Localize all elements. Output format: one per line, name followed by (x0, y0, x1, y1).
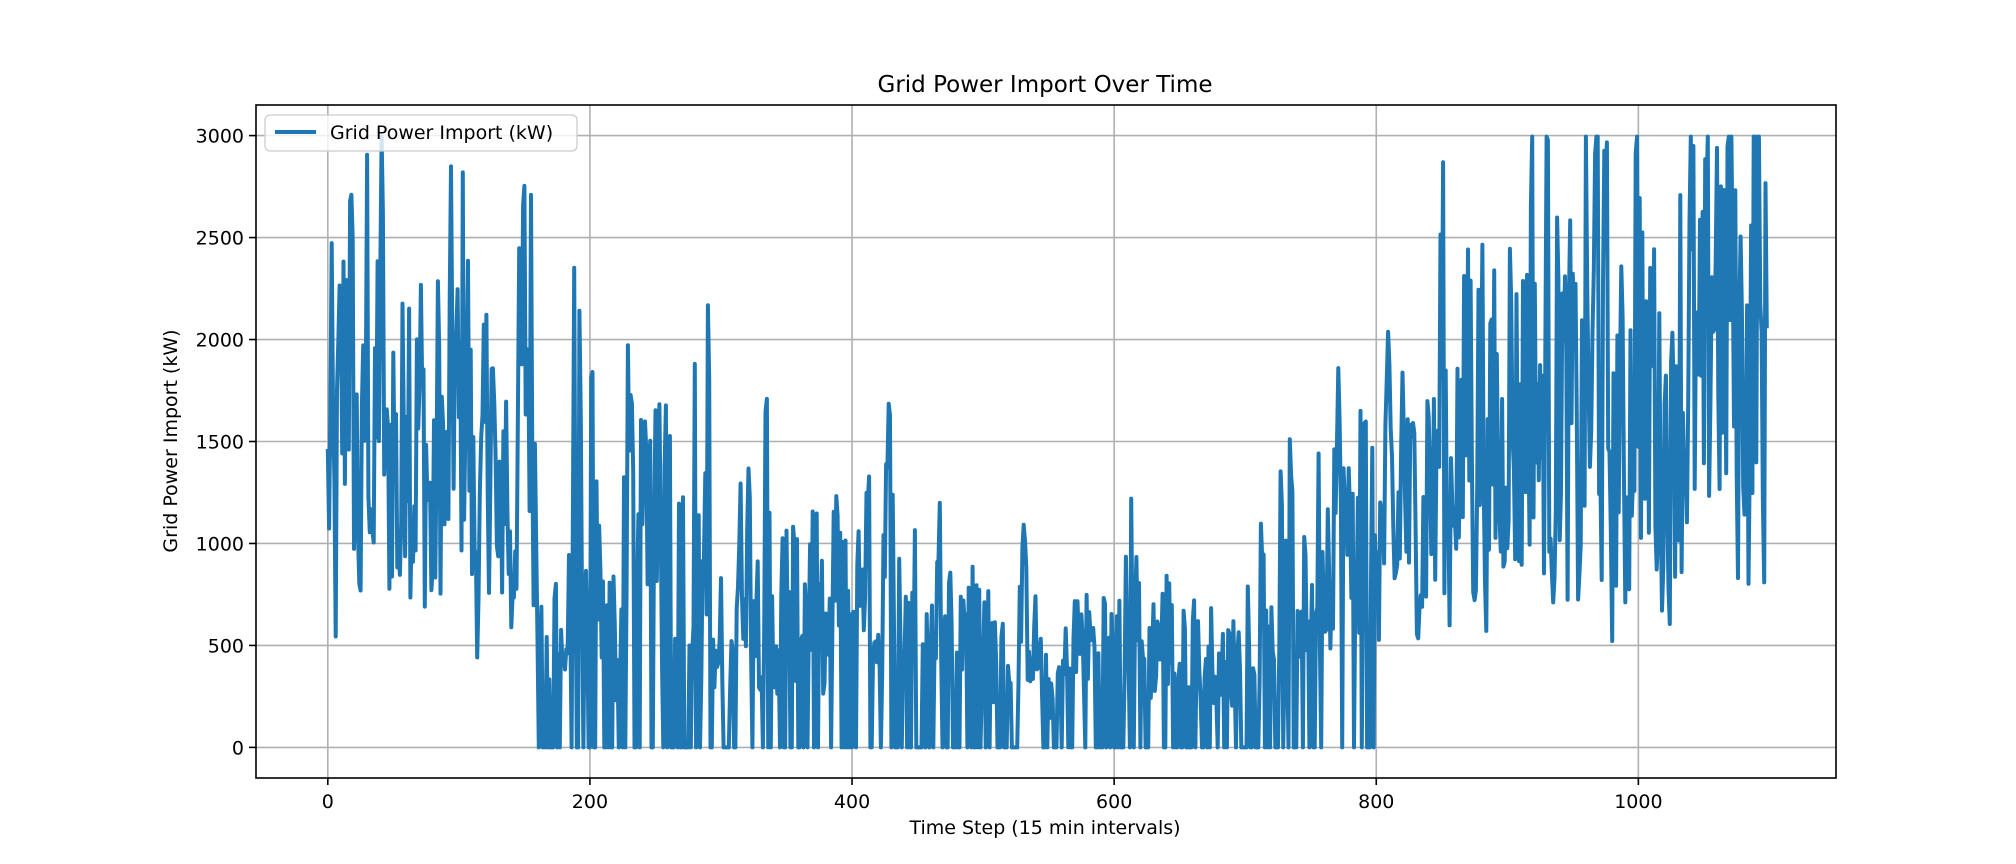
y-tick-label: 1000 (196, 533, 244, 555)
y-axis: 0 500 1000 1500 2000 2500 3000 (196, 126, 256, 759)
series-line-grid-power-import (325, 134, 1769, 750)
x-tick-label: 1000 (1614, 791, 1662, 813)
legend-label: Grid Power Import (kW) (330, 122, 553, 144)
y-tick-label: 2000 (196, 330, 244, 352)
y-tick-label: 500 (208, 635, 244, 657)
x-tick-label: 600 (1096, 791, 1132, 813)
chart-title: Grid Power Import Over Time (878, 72, 1213, 98)
legend-box (264, 114, 578, 152)
x-axis: 0 200 400 600 800 1000 (322, 778, 1663, 813)
x-tick-label: 0 (322, 791, 334, 813)
x-axis-label: Time Step (15 min intervals) (908, 817, 1180, 839)
plot-area (325, 134, 1769, 750)
x-tick-label: 200 (572, 791, 608, 813)
legend: Grid Power Import (kW) (264, 114, 578, 152)
y-axis-label: Grid Power Import (kW) (160, 329, 182, 552)
y-tick-label: 1500 (196, 432, 244, 454)
x-tick-label: 800 (1358, 791, 1394, 813)
y-tick-label: 0 (232, 737, 244, 759)
y-tick-label: 2500 (196, 228, 244, 250)
y-tick-label: 3000 (196, 126, 244, 148)
x-tick-label: 400 (834, 791, 870, 813)
